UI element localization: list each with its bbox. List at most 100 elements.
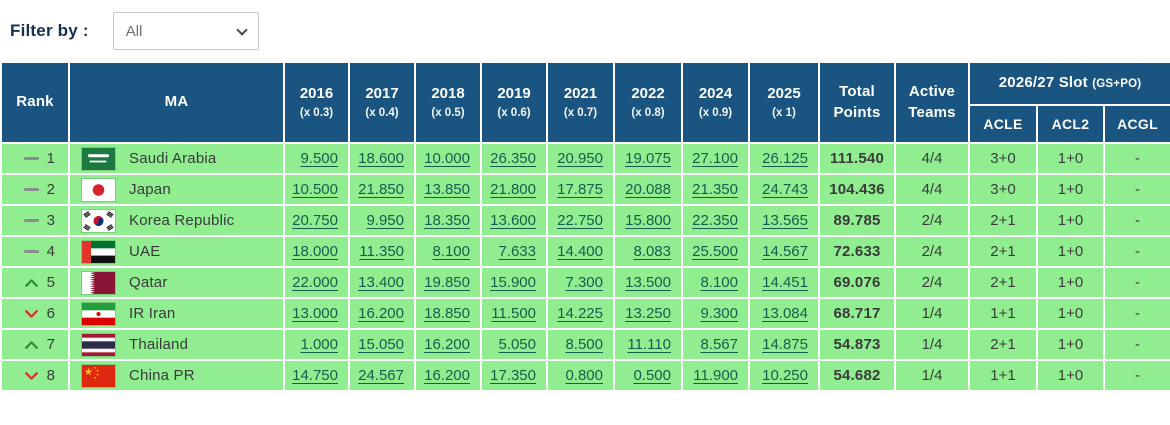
score-link[interactable]: 10.000 bbox=[424, 150, 470, 167]
score-link[interactable]: 16.200 bbox=[424, 367, 470, 384]
score-link[interactable]: 11.900 bbox=[693, 367, 738, 384]
score-link[interactable]: 5.050 bbox=[498, 336, 536, 353]
score-link[interactable]: 22.000 bbox=[292, 274, 338, 291]
score-link[interactable]: 14.567 bbox=[762, 243, 808, 260]
acgl-cell: - bbox=[1103, 173, 1170, 206]
score-link[interactable]: 19.075 bbox=[625, 150, 671, 167]
score-cell: 22.000 bbox=[283, 266, 350, 299]
score-link[interactable]: 14.451 bbox=[762, 274, 808, 291]
score-link[interactable]: 24.743 bbox=[762, 181, 808, 198]
rank-cell: 2 bbox=[0, 173, 70, 206]
score-link[interactable]: 13.400 bbox=[358, 274, 404, 291]
score-link[interactable]: 27.100 bbox=[692, 150, 738, 167]
rank-cell: 5 bbox=[0, 266, 70, 299]
country: Saudi Arabia bbox=[70, 147, 283, 170]
score-cell: 13.565 bbox=[748, 204, 820, 237]
rank-number: 1 bbox=[46, 150, 55, 167]
acgl-cell: - bbox=[1103, 328, 1170, 361]
score-link[interactable]: 11.500 bbox=[491, 305, 536, 322]
header-year-2022: 2022 (x 0.8) bbox=[613, 61, 683, 144]
score-link[interactable]: 11.110 bbox=[627, 336, 671, 353]
score-link[interactable]: 0.500 bbox=[633, 367, 671, 384]
rank-indicator: 5 bbox=[2, 274, 68, 291]
score-link[interactable]: 24.567 bbox=[358, 367, 404, 384]
rank-number: 8 bbox=[46, 367, 55, 384]
score-link[interactable]: 0.800 bbox=[565, 367, 603, 384]
score-link[interactable]: 17.875 bbox=[557, 181, 603, 198]
score-link[interactable]: 13.000 bbox=[292, 305, 338, 322]
header-year-2019: 2019 (x 0.6) bbox=[480, 61, 548, 144]
score-link[interactable]: 13.850 bbox=[424, 181, 470, 198]
score-link[interactable]: 15.050 bbox=[358, 336, 404, 353]
table-row: 5 Qatar 22.000 13.400 19.850 15.900 7.300 13.50… bbox=[0, 266, 1170, 299]
score-link[interactable]: 15.800 bbox=[625, 212, 671, 229]
score-link[interactable]: 10.500 bbox=[292, 181, 338, 198]
score-cell: 26.350 bbox=[480, 142, 548, 175]
score-link[interactable]: 1.000 bbox=[300, 336, 338, 353]
ma-cell: Qatar bbox=[68, 266, 285, 299]
score-link[interactable]: 21.350 bbox=[692, 181, 738, 198]
score-link[interactable]: 7.300 bbox=[565, 274, 603, 291]
country: UAE bbox=[70, 240, 283, 263]
score-link[interactable]: 8.083 bbox=[633, 243, 671, 260]
score-link[interactable]: 14.225 bbox=[557, 305, 603, 322]
score-link[interactable]: 15.900 bbox=[490, 274, 536, 291]
slot-group-title: 2026/27 Slot bbox=[998, 74, 1088, 92]
score-link[interactable]: 18.850 bbox=[424, 305, 470, 322]
score-link[interactable]: 13.500 bbox=[625, 274, 671, 291]
score-link[interactable]: 22.750 bbox=[557, 212, 603, 229]
score-link[interactable]: 16.200 bbox=[424, 336, 470, 353]
score-link[interactable]: 18.000 bbox=[292, 243, 338, 260]
score-link[interactable]: 21.850 bbox=[358, 181, 404, 198]
score-link[interactable]: 22.350 bbox=[692, 212, 738, 229]
rank-number: 6 bbox=[46, 305, 55, 322]
score-link[interactable]: 8.567 bbox=[700, 336, 738, 353]
score-cell: 10.500 bbox=[283, 173, 350, 206]
score-link[interactable]: 9.500 bbox=[300, 150, 338, 167]
score-cell: 11.900 bbox=[681, 359, 750, 392]
score-link[interactable]: 8.100 bbox=[432, 243, 470, 260]
score-link[interactable]: 10.250 bbox=[762, 367, 808, 384]
acle-cell: 2+1 bbox=[968, 328, 1038, 361]
score-link[interactable]: 19.850 bbox=[424, 274, 470, 291]
acl2-cell: 1+0 bbox=[1036, 173, 1105, 206]
acl2-cell: 1+0 bbox=[1036, 204, 1105, 237]
score-link[interactable]: 13.600 bbox=[490, 212, 536, 229]
score-link[interactable]: 9.950 bbox=[366, 212, 404, 229]
header-ma: MA bbox=[68, 61, 285, 144]
score-link[interactable]: 17.350 bbox=[490, 367, 536, 384]
filter-label: Filter by : bbox=[10, 21, 89, 40]
score-link[interactable]: 20.950 bbox=[557, 150, 603, 167]
rank-indicator: 6 bbox=[2, 305, 68, 322]
score-link[interactable]: 11.350 bbox=[359, 243, 404, 260]
score-link[interactable]: 20.088 bbox=[625, 181, 671, 198]
score-link[interactable]: 13.250 bbox=[625, 305, 671, 322]
score-link[interactable]: 26.125 bbox=[762, 150, 808, 167]
score-cell: 14.400 bbox=[546, 235, 615, 268]
score-link[interactable]: 7.633 bbox=[498, 243, 536, 260]
score-link[interactable]: 8.100 bbox=[700, 274, 738, 291]
score-link[interactable]: 13.565 bbox=[762, 212, 808, 229]
score-link[interactable]: 25.500 bbox=[692, 243, 738, 260]
score-link[interactable]: 16.200 bbox=[358, 305, 404, 322]
score-cell: 1.000 bbox=[283, 328, 350, 361]
header-acgl: ACGL bbox=[1103, 104, 1170, 144]
rank-number: 3 bbox=[46, 212, 55, 229]
score-link[interactable]: 14.750 bbox=[292, 367, 338, 384]
rank-up-icon bbox=[24, 278, 38, 287]
score-link[interactable]: 18.350 bbox=[424, 212, 470, 229]
score-link[interactable]: 18.600 bbox=[358, 150, 404, 167]
country-name: Qatar bbox=[129, 274, 168, 291]
score-link[interactable]: 21.800 bbox=[490, 181, 536, 198]
score-link[interactable]: 9.300 bbox=[700, 305, 738, 322]
score-link[interactable]: 14.875 bbox=[762, 336, 808, 353]
filter-select[interactable]: All bbox=[112, 12, 259, 50]
ma-cell: Thailand bbox=[68, 328, 285, 361]
score-link[interactable]: 14.400 bbox=[557, 243, 603, 260]
score-link[interactable]: 26.350 bbox=[490, 150, 536, 167]
score-link[interactable]: 13.084 bbox=[762, 305, 808, 322]
ranking-table: Rank MA 2016 (x 0.3) 2017 (x 0.4) 2018 (… bbox=[0, 61, 1170, 392]
score-link[interactable]: 20.750 bbox=[292, 212, 338, 229]
score-cell: 21.350 bbox=[681, 173, 750, 206]
score-link[interactable]: 8.500 bbox=[565, 336, 603, 353]
